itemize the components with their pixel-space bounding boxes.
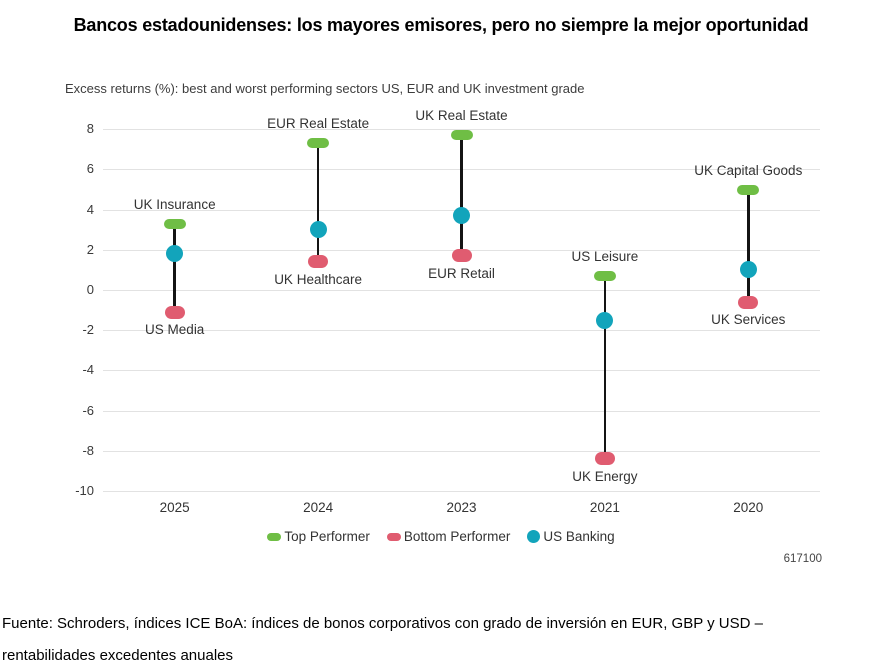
y-tick-label: 2 — [86, 241, 94, 257]
us-banking-marker — [739, 261, 757, 279]
source-note: Fuente: Schroders, índices ICE BoA: índi… — [2, 608, 862, 672]
y-tick-label: -2 — [82, 322, 94, 338]
sector-label: EUR Real Estate — [267, 116, 370, 132]
x-axis-label: 2020 — [733, 500, 764, 515]
page-title: Bancos estadounidenses: los mayores emis… — [73, 15, 809, 35]
y-tick-label: -8 — [82, 442, 94, 458]
us-banking-marker — [309, 221, 327, 239]
y-tick-label: -6 — [82, 402, 94, 418]
source-line: Fuente: Schroders, índices ICE BoA: índi… — [2, 615, 763, 632]
sector-label: UK Energy — [572, 468, 638, 484]
sector-label: UK Services — [711, 312, 786, 328]
y-tick-label: 4 — [86, 201, 94, 217]
y-tick-label: 0 — [86, 282, 94, 297]
top-performer-marker — [163, 218, 186, 229]
x-axis-label: 2025 — [159, 500, 190, 515]
sector-label: EUR Retail — [428, 265, 495, 281]
gridline — [103, 370, 820, 372]
sector-label: UK Healthcare — [274, 271, 362, 287]
lollipop-line — [173, 223, 176, 313]
legend-item-top-performer: Top Performer — [267, 529, 370, 544]
us-banking-swatch-icon — [527, 530, 541, 543]
gridline — [103, 450, 820, 452]
legend-label: Bottom Performer — [403, 529, 511, 544]
x-axis-label: 2024 — [303, 500, 334, 515]
gridline — [103, 129, 820, 131]
bottom-performer-marker — [164, 305, 185, 319]
top-performer-swatch-icon — [267, 532, 282, 541]
us-banking-marker — [453, 207, 470, 225]
gridline — [103, 410, 820, 412]
source-line: rentabilidades excedentes anuales — [2, 647, 233, 664]
us-banking-marker — [596, 311, 614, 329]
sector-label: UK Real Estate — [415, 108, 508, 124]
x-axis-label: 2021 — [589, 500, 620, 515]
legend-label: US Banking — [543, 529, 615, 544]
y-tick-label: 8 — [86, 121, 94, 137]
chart-subtitle: Excess returns (%): best and worst perfo… — [65, 81, 585, 96]
gridline — [103, 491, 820, 492]
lollipop-line — [460, 135, 463, 256]
gridline — [103, 330, 820, 332]
x-axis-label: 2023 — [446, 500, 477, 515]
chart-area: 8 6 4 2 0 -2 -4 -6 -8 -10 2025 UK Insurance US Media… — [75, 108, 820, 515]
bottom-performer-swatch-icon — [386, 532, 401, 541]
sector-label: US Leisure — [571, 248, 639, 264]
gridline — [103, 290, 820, 291]
y-tick-label: 6 — [86, 161, 94, 177]
bottom-performer-marker — [308, 255, 329, 269]
sector-label: UK Insurance — [133, 196, 216, 212]
sector-label: US Media — [145, 322, 205, 338]
bottom-performer-marker — [594, 452, 615, 466]
top-performer-marker — [737, 184, 760, 195]
legend-label: Top Performer — [284, 529, 370, 544]
top-performer-marker — [593, 270, 616, 281]
y-tick-label: -4 — [82, 362, 94, 378]
y-tick-label: -10 — [75, 483, 94, 498]
lollipop-line — [603, 275, 607, 459]
chart-legend: Top Performer Bottom Performer US Bankin… — [0, 529, 882, 544]
bottom-performer-marker — [738, 295, 759, 309]
sector-label: UK Capital Goods — [694, 162, 803, 178]
top-performer-marker — [450, 130, 473, 141]
lollipop-line — [747, 189, 750, 303]
chart-id: 617100 — [783, 553, 822, 565]
top-performer-marker — [307, 138, 330, 149]
lollipop-line — [316, 143, 320, 262]
bottom-performer-marker — [451, 249, 472, 263]
legend-item-us-banking: US Banking — [527, 529, 615, 544]
us-banking-marker — [166, 245, 184, 263]
legend-item-bottom-performer: Bottom Performer — [386, 529, 511, 544]
